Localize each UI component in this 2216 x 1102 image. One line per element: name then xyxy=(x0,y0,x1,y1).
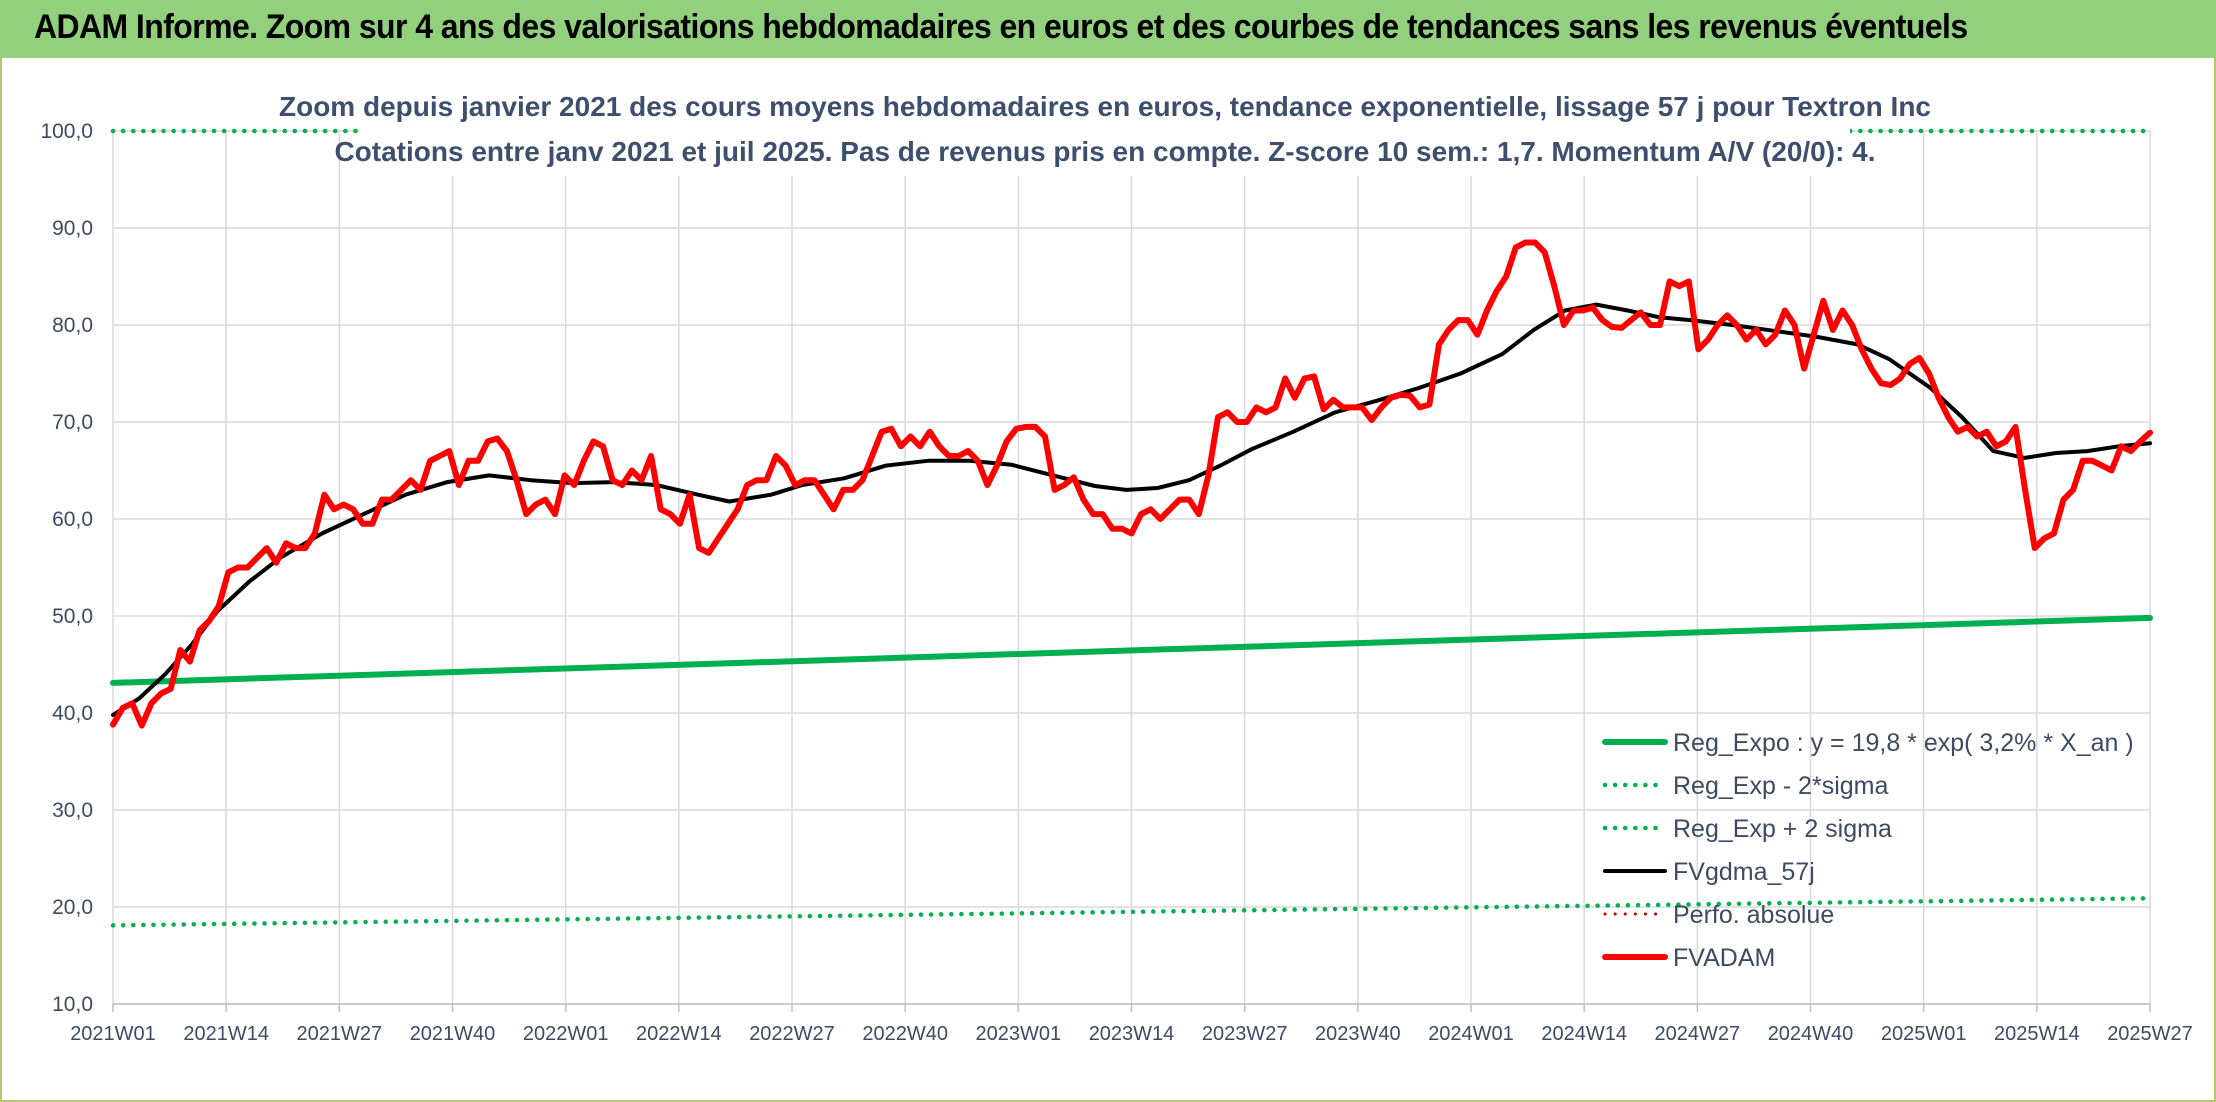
x-tick-label: 2024W14 xyxy=(1541,1023,1627,1045)
legend-label: Perfo. absolue xyxy=(1673,901,1834,929)
y-tick-label: 80,0 xyxy=(52,314,93,337)
y-tick-label: 90,0 xyxy=(52,217,93,240)
x-tick-label: 2022W40 xyxy=(862,1023,948,1045)
x-tick-label: 2025W27 xyxy=(2107,1023,2193,1045)
series-line-5 xyxy=(110,239,2153,729)
x-tick-label: 2022W14 xyxy=(636,1023,722,1045)
x-tick-label: 2021W14 xyxy=(183,1023,269,1045)
x-tick-label: 2021W40 xyxy=(410,1023,496,1045)
y-tick-label: 30,0 xyxy=(52,799,93,822)
x-tick-label: 2022W01 xyxy=(523,1023,609,1045)
chart-title-line2: Cotations entre janv 2021 et juil 2025. … xyxy=(334,136,1875,167)
legend-label: Reg_Exp - 2*sigma xyxy=(1673,772,1888,800)
x-tick-label: 2024W01 xyxy=(1428,1023,1514,1045)
x-tick-label: 2025W14 xyxy=(1994,1023,2080,1045)
x-tick-label: 2023W14 xyxy=(1089,1023,1175,1045)
y-tick-label: 10,0 xyxy=(52,993,93,1016)
legend-label: FVADAM xyxy=(1673,944,1775,972)
x-tick-label: 2024W27 xyxy=(1655,1023,1741,1045)
y-axis: 100,0 90,0 80,0 70,0 60,0 50,0 40,0 30,0 20,0 10,… xyxy=(40,120,93,1016)
y-tick-label: 40,0 xyxy=(52,702,93,725)
y-tick-label: 60,0 xyxy=(52,508,93,531)
x-tick-label: 2021W27 xyxy=(297,1023,383,1045)
x-axis: 2021W01 2021W14 2021W27 2021W40 2022W01 2022W… xyxy=(70,1023,2193,1045)
report-title: ADAM Informe. Zoom sur 4 ans des valoris… xyxy=(34,8,1968,46)
y-tick-label: 20,0 xyxy=(52,896,93,919)
x-tick-label: 2022W27 xyxy=(749,1023,835,1045)
x-tick-label: 2024W40 xyxy=(1768,1023,1854,1045)
x-tick-label: 2025W01 xyxy=(1881,1023,1967,1045)
legend-label: Reg_Expo : y = 19,8 * exp( 3,2% * X_an ) xyxy=(1673,729,2134,757)
legend-label: Reg_Exp + 2 sigma xyxy=(1673,815,1892,843)
x-tick-label: 2023W27 xyxy=(1202,1023,1288,1045)
title-background xyxy=(360,76,1850,176)
chart-grid xyxy=(112,130,2151,1012)
y-tick-label: 100,0 xyxy=(40,120,93,143)
chart-legend: Reg_Expo : y = 19,8 * exp( 3,2% * X_an )… xyxy=(1602,729,2134,972)
series-line-1 xyxy=(110,896,2153,928)
x-tick-label: 2023W40 xyxy=(1315,1023,1401,1045)
legend-label: FVgdma_57j xyxy=(1673,858,1815,886)
x-tick-label: 2023W01 xyxy=(976,1023,1062,1045)
chart-title-line1: Zoom depuis janvier 2021 des cours moyen… xyxy=(279,91,1931,122)
y-tick-label: 50,0 xyxy=(52,605,93,628)
report-banner: ADAM Informe. Zoom sur 4 ans des valoris… xyxy=(0,0,2216,58)
y-tick-label: 70,0 xyxy=(52,411,93,434)
x-tick-label: 2021W01 xyxy=(70,1023,156,1045)
series-line-0 xyxy=(110,614,2153,686)
